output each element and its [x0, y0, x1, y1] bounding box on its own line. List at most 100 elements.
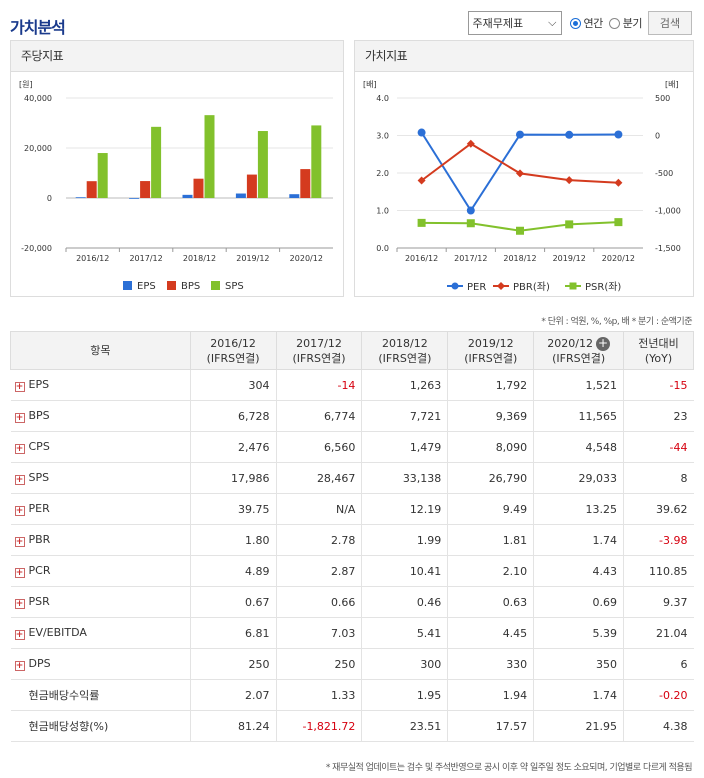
- expand-plus-icon[interactable]: +: [14, 382, 25, 392]
- header-basis: (IFRS연결): [464, 351, 518, 365]
- chevron-down-icon: ⌵: [548, 16, 557, 29]
- table-row: 현금배당수익률 2.07 1.33 1.95 1.94 1.74 -0.20: [10, 679, 694, 711]
- table-cell: 2.87: [275, 555, 362, 587]
- header-item: 항목: [10, 331, 191, 370]
- header-col-3: 2019/12 (IFRS연결): [447, 331, 535, 370]
- table-cell: 250: [275, 648, 362, 680]
- table-cell: 7,721: [361, 400, 448, 432]
- point-marker: [614, 218, 623, 227]
- table-cell: 2.78: [275, 524, 362, 556]
- y-tick-label: 40,000: [24, 94, 52, 103]
- header-basis: (IFRS연결): [378, 351, 432, 365]
- header-yoy-sub: (YoY): [644, 351, 673, 365]
- point-marker: [417, 218, 426, 227]
- expand-plus-icon[interactable]: +: [595, 335, 610, 351]
- table-cell: 5.41: [361, 617, 448, 649]
- table-cell: -14: [275, 369, 362, 401]
- table-cell: 350: [533, 648, 624, 680]
- table-cell: N/A: [275, 493, 362, 525]
- yoy-cell: -15: [623, 369, 694, 401]
- table-cell: 11,565: [533, 400, 624, 432]
- expand-plus-icon[interactable]: +: [14, 568, 25, 578]
- row-label-cell[interactable]: + EV/EBITDA: [10, 617, 191, 649]
- expand-plus-icon[interactable]: +: [14, 506, 25, 516]
- row-label: EPS: [28, 378, 50, 391]
- row-label-cell[interactable]: + CPS: [10, 431, 191, 463]
- header-col-4: 2020/12 + (IFRS연결): [533, 331, 625, 370]
- row-label: PCR: [28, 564, 51, 577]
- point-marker: [417, 176, 426, 185]
- expand-plus-icon[interactable]: +: [14, 630, 25, 640]
- table-row: + SPS 17,986 28,467 33,138 26,790 29,033 8: [10, 462, 694, 494]
- expand-plus-icon[interactable]: +: [14, 599, 25, 609]
- table-row: + PER 39.75 N/A 12.19 9.49 13.25 39.62: [10, 493, 694, 525]
- table-cell: 250: [189, 648, 277, 680]
- row-label-cell[interactable]: + BPS: [10, 400, 191, 432]
- radio-quarter-dot[interactable]: [608, 17, 620, 29]
- header-year: 2016/12: [210, 336, 256, 350]
- table-cell: 0.66: [275, 586, 362, 618]
- legend-label: PSR(좌): [585, 281, 621, 293]
- row-label: PSR: [28, 595, 50, 608]
- row-label-cell[interactable]: + PCR: [10, 555, 191, 587]
- table-cell: 0.67: [189, 586, 277, 618]
- y-tick-label-right: 500: [655, 94, 670, 103]
- radio-quarter[interactable]: 분기: [608, 15, 643, 31]
- row-label: PBR: [28, 533, 51, 546]
- header-yoy: 전년대비 (YoY): [623, 331, 694, 370]
- bar-bps: [193, 178, 204, 198]
- table-cell: 300: [361, 648, 448, 680]
- expand-plus-icon[interactable]: +: [14, 413, 25, 423]
- y-axis-label: [원]: [19, 80, 33, 89]
- table-row: 현금배당성향(%) 81.24 -1,821.72 23.51 17.57 21.95 4.…: [10, 710, 694, 742]
- bar-bps: [246, 174, 257, 198]
- table-cell: 1.74: [533, 679, 624, 711]
- legend-swatch: [123, 281, 132, 290]
- expand-plus-icon[interactable]: +: [14, 444, 25, 454]
- table-cell: 81.24: [189, 710, 277, 742]
- y-tick-label-left: 2.0: [376, 169, 389, 178]
- radio-annual-dot[interactable]: [569, 17, 581, 29]
- expand-plus-icon[interactable]: +: [14, 537, 25, 547]
- x-tick-label: 2016/12: [76, 254, 109, 263]
- table-cell: 17.57: [447, 710, 534, 742]
- value-chart: [배] [배] 4.0 500 3.0 0 2.0 -500 1.0 -1,000 0.0 -1,50…: [363, 80, 681, 293]
- y-tick-label-right: -1,000: [655, 207, 681, 216]
- header-basis: (IFRS연결): [206, 351, 260, 365]
- statement-select[interactable]: 주재무제표 ⌵: [467, 11, 562, 35]
- table-cell: 17,986: [189, 462, 277, 494]
- table-cell: 4.43: [533, 555, 624, 587]
- y-tick-label-right: -500: [655, 169, 673, 178]
- legend-label: PER: [467, 282, 486, 293]
- row-label-cell[interactable]: + DPS: [10, 648, 191, 680]
- point-marker: [466, 139, 475, 148]
- table-cell: 12.19: [361, 493, 448, 525]
- row-label-cell[interactable]: + PSR: [10, 586, 191, 618]
- header-yoy-label: 전년대비: [638, 336, 679, 350]
- radio-annual[interactable]: 연간: [569, 15, 603, 31]
- value-panel-title: 가치지표: [355, 41, 693, 72]
- table-cell: 1.94: [447, 679, 534, 711]
- search-button[interactable]: 검색: [648, 11, 692, 35]
- table-cell: 6,560: [275, 431, 362, 463]
- radio-quarter-label: 분기: [622, 17, 643, 30]
- table-cell: 13.25: [533, 493, 624, 525]
- row-label-cell: 현금배당수익률: [10, 679, 191, 711]
- expand-plus-icon[interactable]: +: [14, 661, 25, 671]
- unit-note: * 단위 : 억원, %, %p, 배 * 분기 : 순액기준: [541, 317, 692, 327]
- table-cell: 10.41: [361, 555, 448, 587]
- statement-select-value: 주재무제표: [472, 17, 524, 30]
- table-cell: 8,090: [447, 431, 534, 463]
- row-label-cell[interactable]: + PBR: [10, 524, 191, 556]
- expand-plus-icon[interactable]: +: [14, 475, 25, 485]
- legend-label: BPS: [181, 281, 200, 292]
- yoy-cell: 6: [623, 648, 694, 680]
- row-label: CPS: [28, 440, 50, 453]
- row-label: 현금배당수익률: [28, 689, 100, 702]
- row-label-cell[interactable]: + PER: [10, 493, 191, 525]
- row-label-cell[interactable]: + SPS: [10, 462, 191, 494]
- legend-marker: [451, 282, 459, 290]
- page-title: 가치분석: [10, 18, 66, 37]
- row-label-cell[interactable]: + EPS: [10, 369, 191, 401]
- bar-eps: [289, 194, 300, 198]
